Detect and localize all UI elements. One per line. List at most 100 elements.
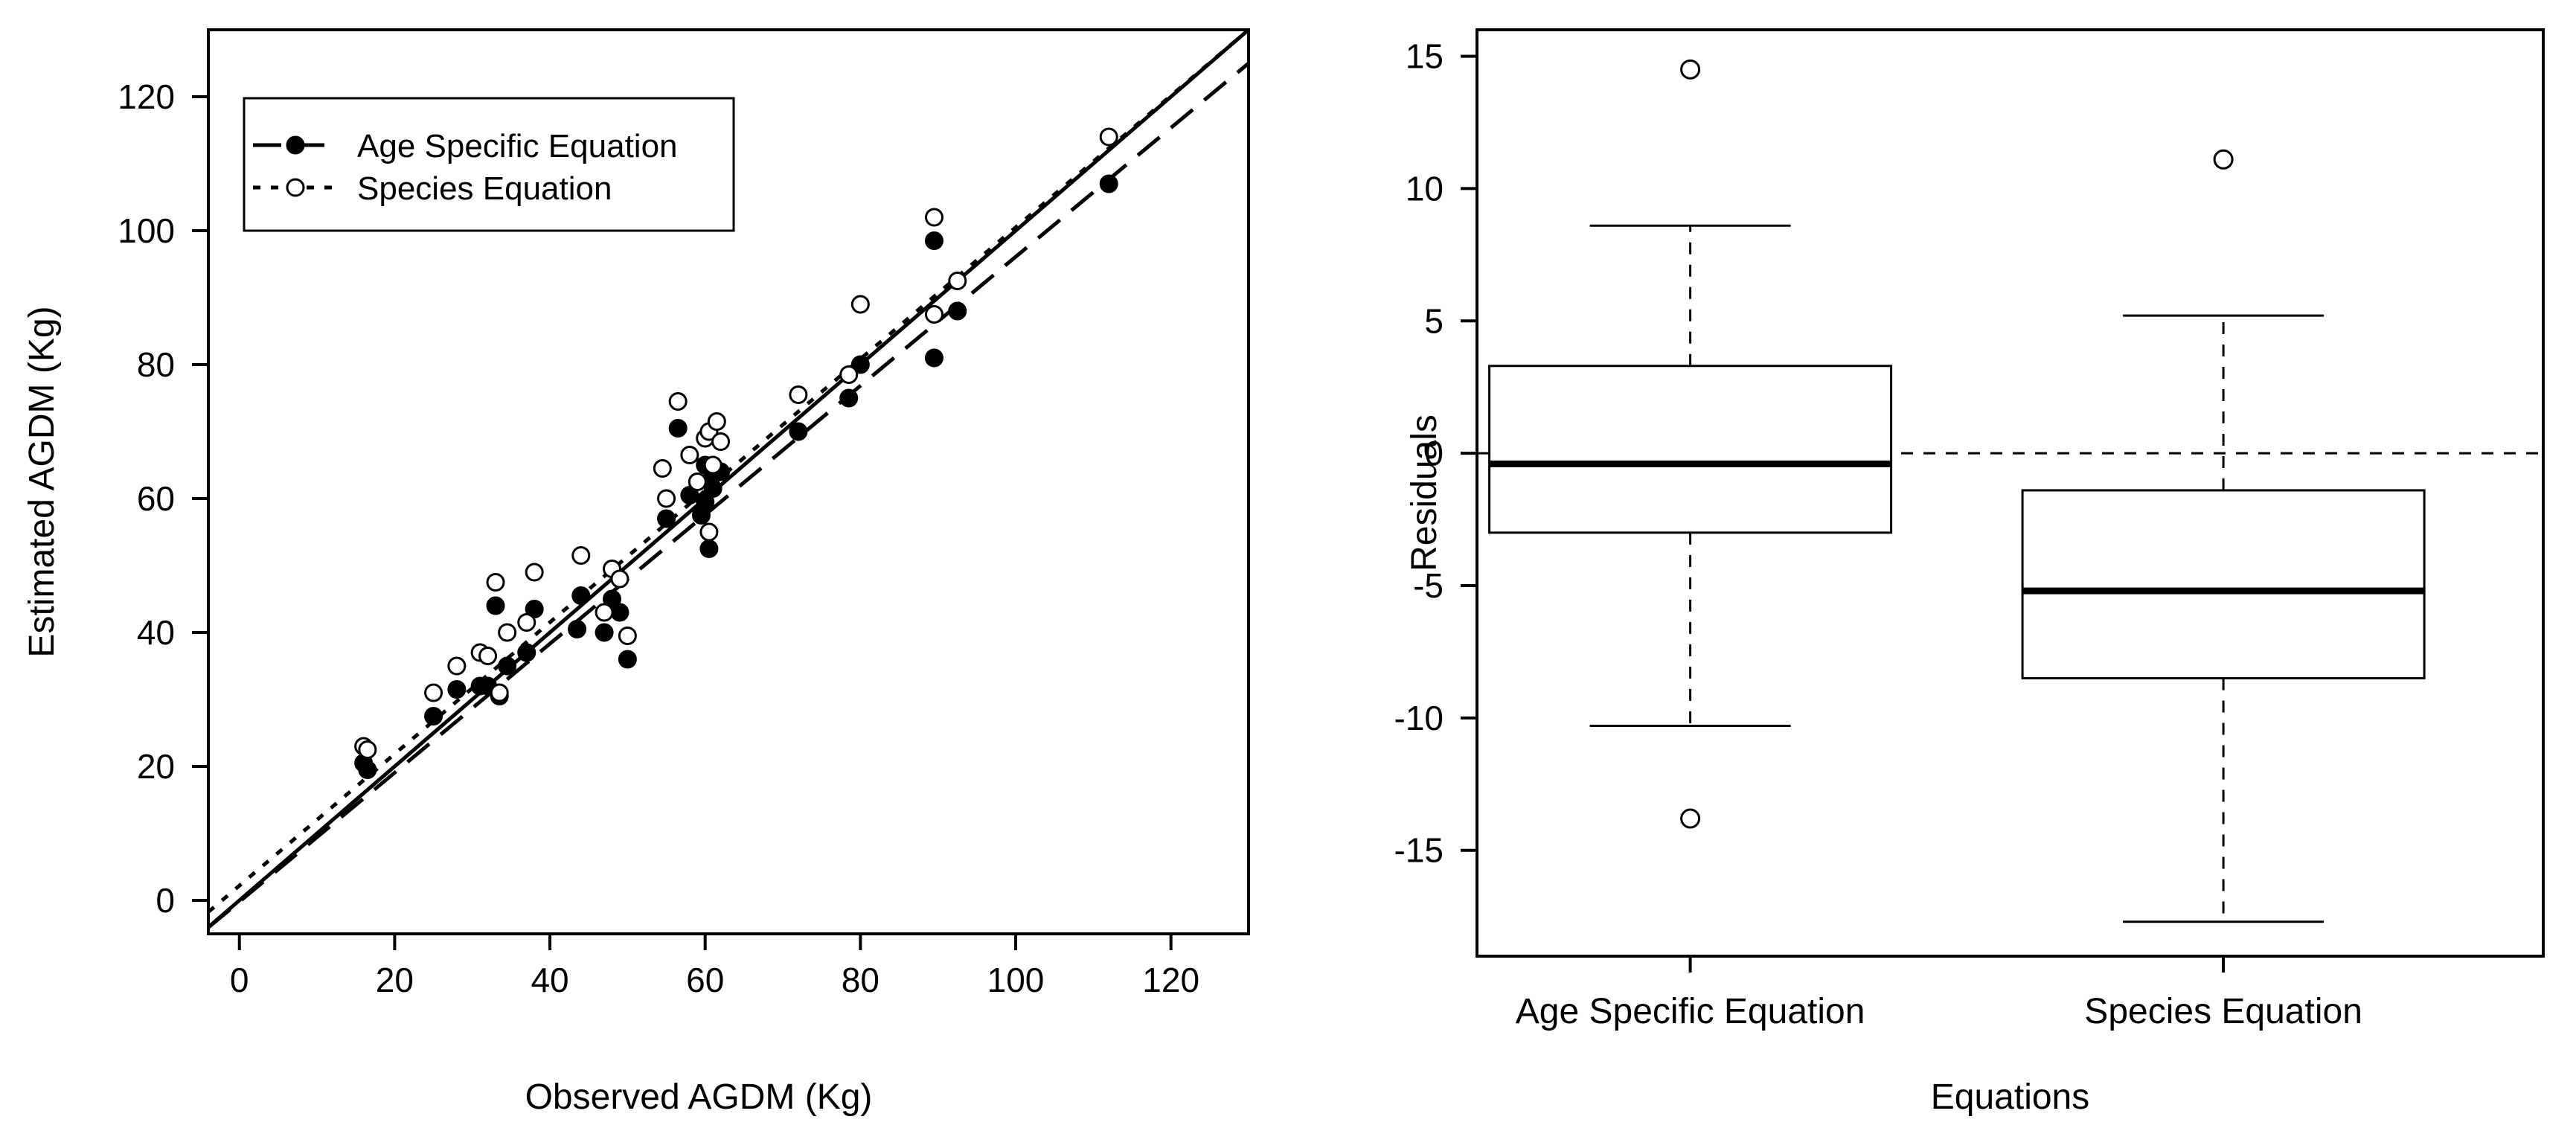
fit-line-1 — [208, 62, 1249, 929]
outlier-point — [1680, 59, 1701, 80]
data-point-species — [688, 472, 707, 491]
data-point-age — [1099, 174, 1118, 193]
data-point-species — [478, 647, 498, 665]
data-point-age — [525, 600, 544, 618]
data-point-age — [657, 509, 676, 528]
x-tick-label: 120 — [1142, 961, 1199, 999]
x-tick-label: 20 — [376, 961, 414, 999]
data-point-species — [924, 305, 943, 324]
data-point-species — [850, 295, 870, 314]
data-point-species — [424, 683, 443, 702]
y-tick-label: -15 — [1394, 831, 1444, 870]
scatter-chart: 0 20 40 60 80 100 120 0 20 40 60 80 100 120 Observed A… — [22, 28, 1250, 1117]
data-point-species — [610, 569, 629, 589]
data-point-age — [924, 231, 943, 250]
legend-marker — [286, 135, 305, 155]
x-tick-label: 100 — [987, 961, 1045, 999]
data-point-age — [424, 707, 443, 725]
data-point-species — [447, 656, 467, 676]
data-point-age — [839, 388, 859, 408]
data-point-age — [486, 596, 505, 615]
data-point-species — [517, 613, 536, 632]
data-point-age — [603, 589, 622, 609]
data-point-species — [358, 740, 377, 759]
data-point-age — [517, 643, 536, 662]
iqr-box — [2021, 489, 2426, 680]
data-point-age — [447, 680, 467, 699]
box-age-specific — [1488, 59, 1893, 829]
legend-marker — [286, 178, 305, 197]
data-point-species — [1099, 127, 1118, 147]
data-point-species — [699, 522, 719, 542]
data-point-age — [618, 650, 637, 669]
data-point-species — [490, 683, 509, 702]
plot-frame — [207, 28, 1250, 935]
box-species — [2021, 149, 2426, 923]
data-point-species — [924, 208, 943, 227]
data-point-species — [618, 627, 637, 645]
data-point-age — [498, 656, 517, 676]
y-tick-label: -10 — [1394, 699, 1444, 737]
data-point-species — [668, 392, 688, 411]
data-point-species — [498, 623, 517, 642]
data-point-species — [711, 432, 731, 451]
data-point-species — [595, 603, 614, 622]
x-axis-label: Observed AGDM (Kg) — [525, 1077, 873, 1117]
data-point-age — [924, 348, 943, 368]
x-axis-label: Equations — [1931, 1077, 2090, 1117]
data-point-species — [525, 563, 544, 582]
data-point-age — [850, 355, 870, 374]
data-point-species — [653, 459, 672, 478]
y-tick-label: 0 — [156, 881, 175, 920]
category-label: Species Equation — [2084, 992, 2362, 1031]
x-tick-label: 40 — [531, 961, 568, 999]
category-label: Age Specific Equation — [1516, 992, 1865, 1031]
x-tick-label: 80 — [842, 961, 880, 999]
data-point-age — [699, 539, 719, 558]
y-tick-label: 80 — [137, 345, 175, 384]
y-tick-label: 0 — [1424, 434, 1444, 472]
y-tick-label: 5 — [1424, 301, 1444, 340]
data-point-age — [668, 419, 688, 438]
outlier-point — [2213, 149, 2234, 170]
data-point-species — [703, 455, 723, 475]
y-tick-label: 120 — [118, 77, 175, 116]
data-point-age — [948, 301, 967, 321]
data-point-species — [839, 365, 859, 384]
plot-frame — [1476, 28, 2545, 958]
y-tick-label: 10 — [1406, 169, 1444, 208]
boxplot-chart: Age Specific Equation Species Equation 15 1… — [1394, 28, 2545, 1117]
data-point-age — [696, 493, 715, 511]
data-point-age — [595, 623, 614, 642]
legend: Age Specific Equation Species Equation — [243, 97, 735, 232]
x-tick-label: 0 — [230, 961, 249, 999]
data-point-species — [789, 385, 808, 404]
data-point-age — [610, 603, 629, 622]
y-tick-label: -5 — [1413, 566, 1444, 605]
y-tick-label: 15 — [1406, 37, 1444, 76]
y-axis-label: Estimated AGDM (Kg) — [22, 306, 62, 657]
legend-label: Species Equation — [357, 170, 612, 207]
y-tick-label: 100 — [118, 211, 175, 250]
data-point-age — [789, 422, 808, 441]
y-tick-label: 60 — [137, 479, 175, 518]
legend-label: Age Specific Equation — [357, 128, 678, 164]
data-point-age — [680, 486, 699, 504]
y-tick-label: 40 — [137, 613, 175, 652]
data-point-species — [486, 573, 505, 592]
iqr-box — [1488, 365, 1893, 534]
legend-box — [243, 97, 735, 232]
data-point-species — [948, 272, 967, 290]
y-tick-label: 20 — [137, 747, 175, 786]
fit-line-0 — [208, 30, 1249, 929]
outlier-point — [1680, 808, 1701, 829]
data-point-species — [707, 412, 726, 431]
data-point-age — [568, 620, 587, 638]
data-point-species — [680, 446, 699, 464]
data-point-age — [571, 586, 591, 605]
x-tick-label: 60 — [686, 961, 724, 999]
data-point-age — [358, 760, 377, 779]
y-axis-label: Residuals — [1405, 414, 1444, 571]
data-point-species — [571, 546, 591, 565]
